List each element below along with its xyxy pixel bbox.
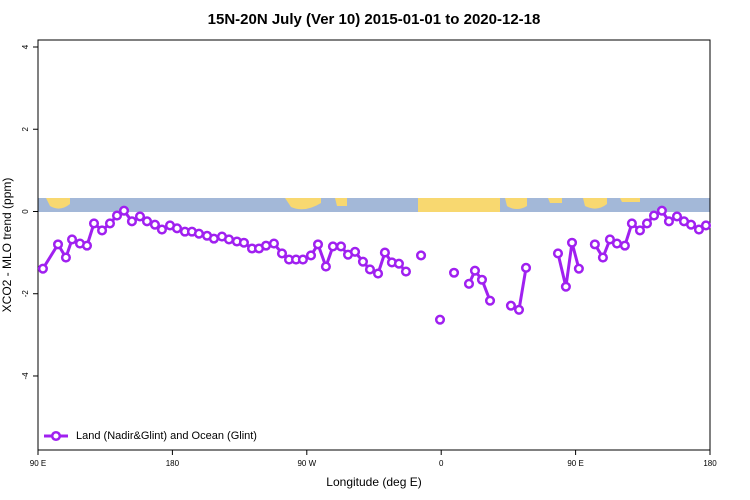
data-point <box>134 211 146 222</box>
y-tick-label: -4 <box>21 372 30 380</box>
map-strip <box>38 198 710 212</box>
data-point <box>560 281 571 292</box>
data-point <box>335 241 347 252</box>
data-point <box>171 223 183 234</box>
x-tick-label: 180 <box>166 459 180 468</box>
x-tick-label: 0 <box>439 459 444 468</box>
data-line <box>467 267 492 302</box>
data-point <box>634 225 646 236</box>
data-point <box>349 246 361 257</box>
data-point <box>320 261 331 272</box>
data-point <box>193 228 205 239</box>
data-point <box>88 218 100 229</box>
chart-title: 15N-20N July (Ver 10) 2015-01-01 to 2020… <box>208 11 541 28</box>
data-point <box>685 219 697 230</box>
data-point <box>463 278 475 289</box>
data-point <box>149 219 160 230</box>
data-point <box>589 239 600 250</box>
data-point <box>663 216 674 227</box>
data-point <box>276 248 288 259</box>
data-point <box>156 224 167 235</box>
data-point <box>573 263 584 274</box>
data-point <box>118 205 130 216</box>
data-point <box>604 234 615 245</box>
data-point <box>312 239 324 250</box>
data-point <box>566 237 578 248</box>
data-point <box>469 265 480 276</box>
data-point <box>513 304 525 315</box>
data-point <box>619 240 630 251</box>
x-tick-label: 90 W <box>297 459 316 468</box>
data-point <box>297 254 308 265</box>
data-point <box>505 300 516 311</box>
data-point <box>671 211 683 222</box>
data-point <box>208 233 219 244</box>
data-point <box>693 224 704 235</box>
data-point <box>648 210 660 221</box>
data-point <box>520 262 532 273</box>
y-tick-label: 4 <box>21 44 30 49</box>
data-point <box>268 238 279 249</box>
data-point <box>37 263 48 274</box>
x-tick-label: 90 E <box>567 459 583 468</box>
data-point <box>626 218 637 229</box>
data-point <box>400 266 412 277</box>
data-point <box>238 237 249 248</box>
x-axis-label: Longitude (deg E) <box>326 475 421 489</box>
data-point <box>393 258 404 269</box>
data-point <box>597 252 608 263</box>
legend-label: Land (Nadir&Glint) and Ocean (Glint) <box>76 430 257 442</box>
data-point <box>260 240 272 251</box>
plot-frame <box>37 39 711 451</box>
data-point <box>141 216 153 227</box>
data-point <box>700 220 712 231</box>
data-point <box>111 210 123 221</box>
data-point <box>60 252 71 263</box>
x-tick-label: 180 <box>703 459 717 468</box>
legend-marker <box>50 430 62 442</box>
data-point <box>104 218 116 229</box>
data-point <box>126 216 137 227</box>
y-tick-label: 0 <box>21 209 30 214</box>
data-point <box>656 205 667 216</box>
data-point <box>379 247 390 258</box>
data-point <box>372 268 384 279</box>
data-point <box>434 314 446 325</box>
data-point <box>81 240 93 251</box>
data-point <box>97 225 108 236</box>
data-point <box>66 234 78 245</box>
data-point <box>611 238 623 249</box>
data-point <box>357 256 368 267</box>
data-line <box>556 242 581 288</box>
data-point <box>552 248 564 259</box>
data-point <box>476 274 488 285</box>
data-point <box>52 239 64 250</box>
data-point <box>448 267 460 278</box>
y-tick-label: -2 <box>21 290 30 298</box>
data-point <box>327 241 338 252</box>
y-tick-label: 2 <box>21 126 30 131</box>
data-point <box>364 264 376 275</box>
data-point <box>415 250 427 261</box>
data-point <box>223 234 235 245</box>
data-point <box>484 295 496 306</box>
data-point <box>305 250 317 261</box>
y-axis-label: XCO2 - MLO trend (ppm) <box>0 178 14 313</box>
x-tick-label: 90 E <box>30 459 46 468</box>
data-point <box>641 218 653 229</box>
